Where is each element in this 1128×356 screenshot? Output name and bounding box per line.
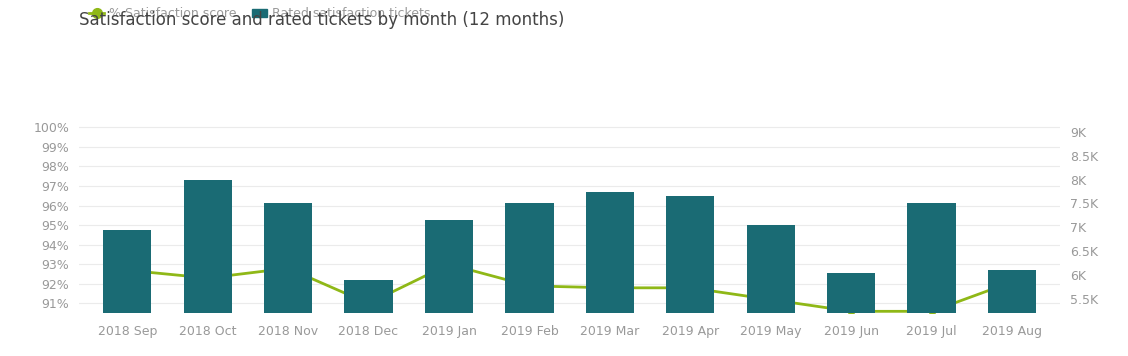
Text: Satisfaction score and rated tickets by month (12 months): Satisfaction score and rated tickets by … [79,11,564,29]
Bar [908,203,955,356]
Bar [585,192,634,356]
Bar [103,230,151,356]
Bar [344,280,393,356]
Bar [988,270,1037,356]
Bar [667,196,714,356]
Bar [827,273,875,356]
Legend: % Satisfaction score, Rated satisfaction tickets: % Satisfaction score, Rated satisfaction… [85,2,435,25]
Bar [264,203,312,356]
Bar [425,220,473,356]
Bar [505,203,554,356]
Bar [184,179,231,356]
Bar [747,225,795,356]
